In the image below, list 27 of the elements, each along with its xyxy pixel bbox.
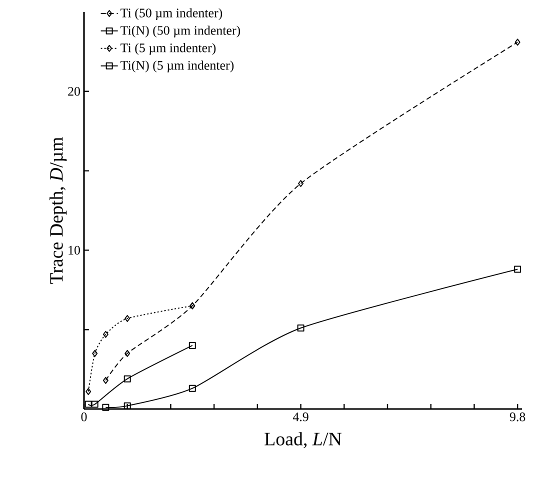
point [92, 350, 98, 357]
point [297, 324, 304, 332]
point [124, 314, 130, 322]
point [514, 38, 520, 46]
y-tick-label: 10 [68, 246, 80, 255]
legend-label: Ti (50 µm indenter) [120, 8, 222, 20]
point [188, 342, 196, 349]
y-tick-label: 20 [68, 87, 80, 96]
legend-label: Ti(N) (50 µm indenter) [120, 26, 240, 38]
legend-label: Ti(N) (5 µm indenter) [120, 60, 234, 72]
x-axis-title: Load, L/N [264, 432, 342, 448]
point [102, 376, 108, 384]
y-axis-title: Trace Depth, D/µm [50, 137, 67, 284]
point [91, 400, 98, 408]
point [102, 330, 108, 338]
point [86, 388, 92, 396]
x-tick-label: 0 [81, 412, 87, 422]
point [124, 375, 131, 382]
point [514, 266, 522, 273]
legend-label: Ti (5 µm indenter) [120, 43, 216, 55]
point [124, 350, 130, 357]
point [102, 404, 110, 411]
x-tick-label: 4.9 [292, 412, 308, 422]
point [124, 402, 131, 410]
x-tick-label: 9.8 [510, 412, 526, 422]
point [298, 180, 304, 187]
point [188, 384, 196, 392]
